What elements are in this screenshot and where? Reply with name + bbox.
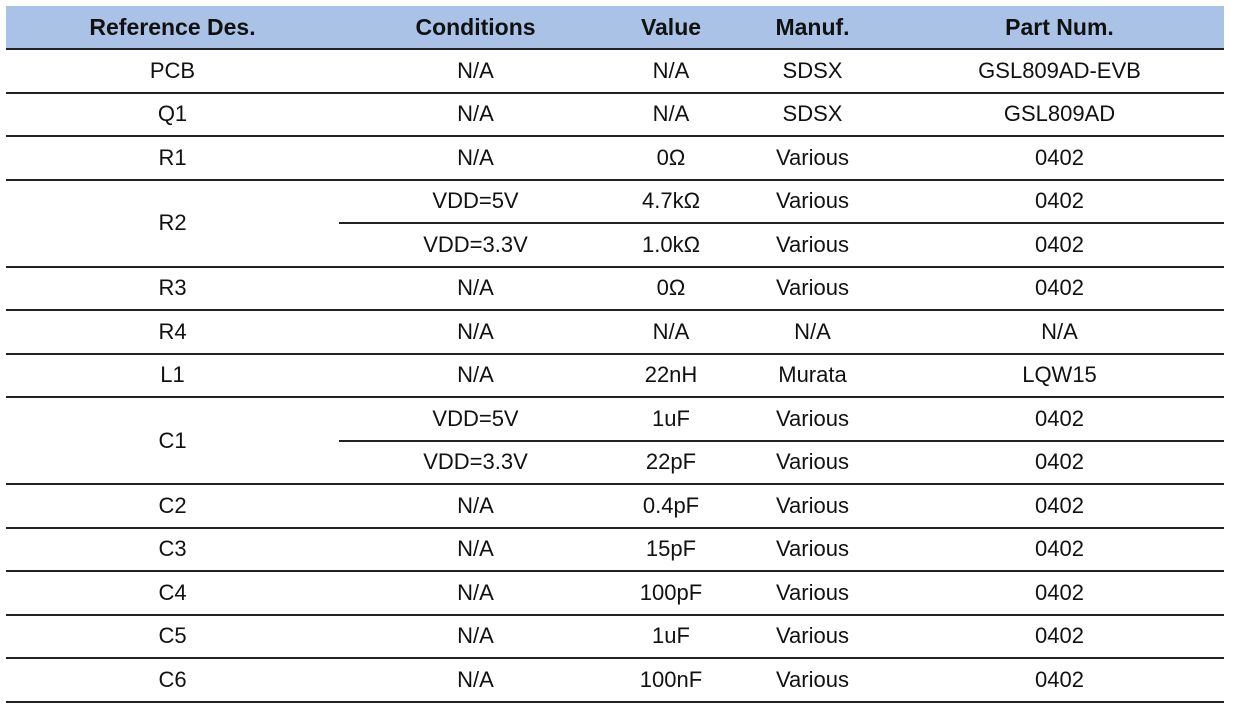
cell-reference-des: L1: [6, 353, 339, 398]
table-row: L1 N/A 22nH Murata LQW15: [6, 353, 1224, 398]
header-row: Reference Des. Conditions Value Manuf. P…: [6, 6, 1224, 50]
bom-table: Reference Des. Conditions Value Manuf. P…: [6, 6, 1224, 703]
cell-conditions: N/A: [339, 266, 612, 311]
table-body: PCB N/A N/A SDSX GSL809AD-EVB Q1 N/A N/A SDSX GSL…: [6, 49, 1224, 703]
table-row: R3 N/A 0Ω Various 0402: [6, 266, 1224, 311]
cell-part-num: 0402: [895, 223, 1224, 268]
cell-value: 1.0kΩ: [612, 223, 730, 268]
cell-manuf: Murata: [730, 353, 895, 398]
header-value: Value: [612, 6, 730, 50]
cell-value: 22pF: [612, 440, 730, 485]
cell-manuf: SDSX: [730, 92, 895, 137]
table-row: PCB N/A N/A SDSX GSL809AD-EVB: [6, 49, 1224, 94]
cell-value: 0Ω: [612, 266, 730, 311]
cell-manuf: Various: [730, 571, 895, 616]
cell-conditions: N/A: [339, 614, 612, 659]
cell-value: 4.7kΩ: [612, 179, 730, 224]
cell-manuf: SDSX: [730, 49, 895, 94]
table-row: VDD=3.3V 1.0kΩ Various 0402: [6, 223, 1224, 268]
cell-part-num: GSL809AD: [895, 92, 1224, 137]
cell-reference-des: C3: [6, 527, 339, 572]
table-row: C1 VDD=5V 1uF Various 0402: [6, 397, 1224, 485]
cell-reference-des: R2: [6, 179, 339, 268]
cell-part-num: 0402: [895, 614, 1224, 659]
cell-manuf: Various: [730, 440, 895, 485]
cell-part-num: LQW15: [895, 353, 1224, 398]
cell-value: 100pF: [612, 571, 730, 616]
cell-conditions: N/A: [339, 92, 612, 137]
header-manuf: Manuf.: [730, 6, 895, 50]
table-row: C4 N/A 100pF Various 0402: [6, 571, 1224, 616]
cell-conditions: N/A: [339, 527, 612, 572]
cell-value: 100nF: [612, 658, 730, 703]
cell-reference-des: R1: [6, 136, 339, 181]
cell-manuf: Various: [730, 136, 895, 181]
cell-conditions: N/A: [339, 571, 612, 616]
cell-part-num: 0402: [895, 484, 1224, 529]
cell-reference-des: PCB: [6, 49, 339, 94]
cell-part-num: 0402: [895, 571, 1224, 616]
cell-manuf: Various: [730, 223, 895, 268]
cell-part-num: GSL809AD-EVB: [895, 49, 1224, 94]
cell-reference-des: C5: [6, 614, 339, 659]
cell-reference-des: R3: [6, 266, 339, 311]
cell-conditions: VDD=5V: [339, 397, 612, 442]
header-reference-des: Reference Des.: [6, 6, 339, 50]
header-conditions: Conditions: [339, 6, 612, 50]
cell-part-num: 0402: [895, 136, 1224, 181]
cell-value: N/A: [612, 49, 730, 94]
cell-manuf: Various: [730, 266, 895, 311]
cell-manuf: N/A: [730, 310, 895, 355]
cell-reference-des: C1: [6, 397, 339, 485]
cell-reference-des: C4: [6, 571, 339, 616]
cell-reference-des: C6: [6, 658, 339, 703]
cell-manuf: Various: [730, 484, 895, 529]
cell-conditions: N/A: [339, 136, 612, 181]
cell-part-num: 0402: [895, 397, 1224, 442]
cell-conditions: N/A: [339, 353, 612, 398]
cell-manuf: Various: [730, 658, 895, 703]
cell-part-num: 0402: [895, 179, 1224, 224]
cell-conditions: VDD=3.3V: [339, 440, 612, 485]
table-row: C3 N/A 15pF Various 0402: [6, 527, 1224, 572]
table-row: C2 N/A 0.4pF Various 0402: [6, 484, 1224, 529]
cell-value: 0Ω: [612, 136, 730, 181]
cell-reference-des: R4: [6, 310, 339, 355]
cell-value: 22nH: [612, 353, 730, 398]
cell-manuf: Various: [730, 527, 895, 572]
cell-value: N/A: [612, 92, 730, 137]
table-row: C6 N/A 100nF Various 0402: [6, 658, 1224, 703]
table-row: R4 N/A N/A N/A N/A: [6, 310, 1224, 355]
cell-part-num: 0402: [895, 440, 1224, 485]
cell-part-num: 0402: [895, 266, 1224, 311]
table-row: VDD=3.3V 22pF Various 0402: [6, 440, 1224, 485]
table-row: R2 VDD=5V 4.7kΩ Various 0402: [6, 179, 1224, 268]
cell-manuf: Various: [730, 614, 895, 659]
cell-part-num: 0402: [895, 658, 1224, 703]
cell-reference-des: C2: [6, 484, 339, 529]
cell-conditions: VDD=3.3V: [339, 223, 612, 268]
cell-value: N/A: [612, 310, 730, 355]
cell-value: 0.4pF: [612, 484, 730, 529]
cell-conditions: N/A: [339, 310, 612, 355]
table-row: Q1 N/A N/A SDSX GSL809AD: [6, 92, 1224, 137]
cell-manuf: Various: [730, 179, 895, 224]
cell-conditions: N/A: [339, 484, 612, 529]
table-row: R1 N/A 0Ω Various 0402: [6, 136, 1224, 181]
cell-conditions: VDD=5V: [339, 179, 612, 224]
cell-part-num: N/A: [895, 310, 1224, 355]
cell-value: 1uF: [612, 614, 730, 659]
table-header: Reference Des. Conditions Value Manuf. P…: [6, 6, 1224, 50]
cell-manuf: Various: [730, 397, 895, 442]
table-row: C5 N/A 1uF Various 0402: [6, 614, 1224, 659]
cell-reference-des: Q1: [6, 92, 339, 137]
header-part-num: Part Num.: [895, 6, 1224, 50]
cell-conditions: N/A: [339, 49, 612, 94]
cell-value: 15pF: [612, 527, 730, 572]
cell-value: 1uF: [612, 397, 730, 442]
cell-conditions: N/A: [339, 658, 612, 703]
cell-part-num: 0402: [895, 527, 1224, 572]
